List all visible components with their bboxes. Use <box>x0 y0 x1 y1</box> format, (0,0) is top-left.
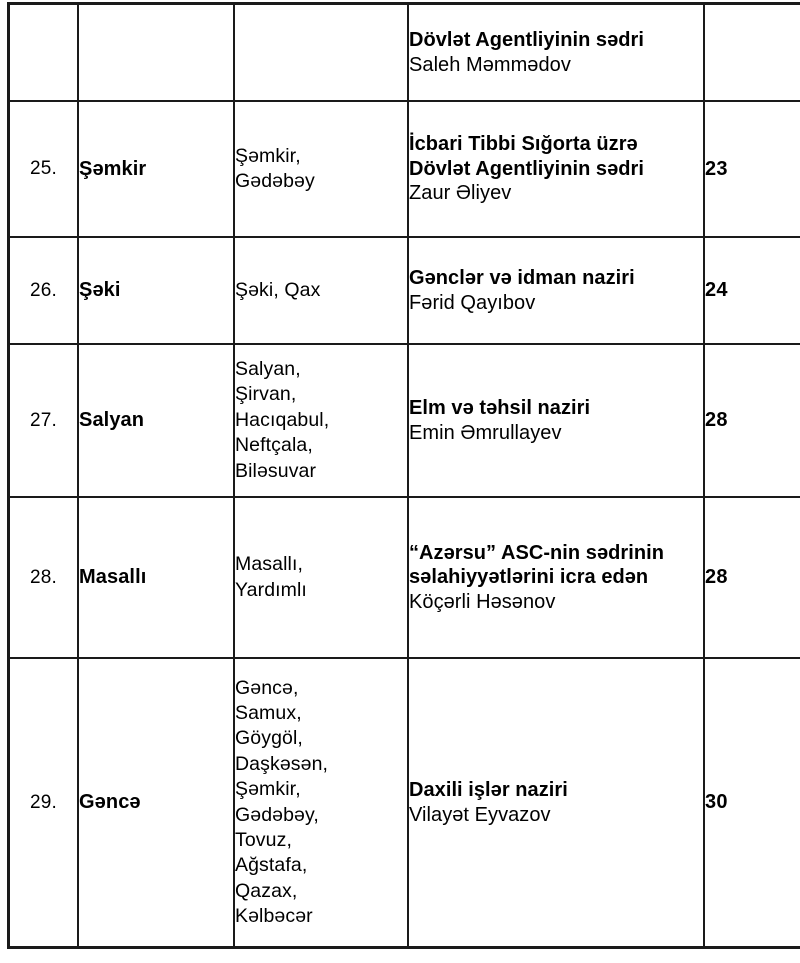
constituency-name-cell: Salyan <box>77 343 235 498</box>
table-row: 29. Gəncə Gəncə, Samux, Göygöl, Daşkəsən, Şə… <box>8 657 800 948</box>
row-number-cell: 29. <box>8 657 79 948</box>
row-number-cell: 25. <box>8 100 79 238</box>
constituency-name: Şəki <box>79 279 121 301</box>
candidate-cell: Elm və təhsil naziri Emin Əmrullayev <box>407 343 705 498</box>
candidate-post: İcbari Tibbi Sığorta üzrə Dövlət Agentli… <box>409 133 644 180</box>
districts-list: Şəki, Qax <box>235 278 321 301</box>
table-container: Dövlət Agentliyinin sədri Saleh Məmmədov… <box>7 2 800 949</box>
table-row: 25. Şəmkir Şəmkir, Gədəbəy İcbari Tibbi S… <box>8 100 800 238</box>
number-value: 23 <box>705 157 728 180</box>
districts-table: Dövlət Agentliyinin sədri Saleh Məmmədov… <box>7 2 800 949</box>
number-value: 24 <box>705 279 728 301</box>
number-cell: 28 <box>703 343 800 498</box>
number-value: 28 <box>705 409 728 431</box>
candidate-cell: İcbari Tibbi Sığorta üzrə Dövlət Agentli… <box>407 100 705 238</box>
row-number-cell: 26. <box>8 236 79 345</box>
districts-list: Şəmkir, Gədəbəy <box>235 144 315 192</box>
number-value: 30 <box>705 791 728 813</box>
number-cell: 28 <box>703 496 800 659</box>
row-number: 26. <box>29 279 57 301</box>
districts-cell <box>233 3 409 102</box>
candidate-post: Daxili işlər naziri <box>409 779 568 802</box>
constituency-name: Salyan <box>79 409 145 431</box>
districts-cell: Şəki, Qax <box>233 236 409 345</box>
row-number-cell <box>8 3 79 102</box>
number-cell: 23 <box>703 100 800 238</box>
candidate-cell: Gənclər və idman naziri Fərid Qayıbov <box>407 236 705 345</box>
districts-cell: Şəmkir, Gədəbəy <box>233 100 409 238</box>
table-row: 27. Salyan Salyan, Şirvan, Hacıqabul, Neftç… <box>8 343 800 498</box>
row-number: 27. <box>29 409 57 431</box>
number-cell: 30 <box>703 657 800 948</box>
constituency-name: Masallı <box>79 566 147 588</box>
constituency-name: Şəmkir <box>79 157 147 180</box>
number-cell <box>703 3 800 102</box>
constituency-name-cell: Gəncə <box>77 657 235 948</box>
row-number-cell: 27. <box>8 343 79 498</box>
candidate-name: Fərid Qayıbov <box>409 291 536 314</box>
candidate-cell: Daxili işlər naziri Vilayət Eyvazov <box>407 657 705 948</box>
districts-list: Salyan, Şirvan, Hacıqabul, Neftçala, Biləsuv… <box>235 358 330 482</box>
candidate-cell: Dövlət Agentliyinin sədri Saleh Məmmədov <box>407 3 705 102</box>
districts-cell: Salyan, Şirvan, Hacıqabul, Neftçala, Biləsuv… <box>233 343 409 498</box>
table-row: 26. Şəki Şəki, Qax Gənclər və idman nazi… <box>8 236 800 345</box>
districts-list: Masallı, Yardımlı <box>235 553 307 601</box>
candidate-name: Köçərli Həsənov <box>409 590 556 613</box>
candidate-post: Dövlət Agentliyinin sədri <box>409 29 644 52</box>
candidate-name: Vilayət Eyvazov <box>409 803 551 826</box>
candidate-post: Elm və təhsil naziri <box>409 397 591 420</box>
candidate-post: Gənclər və idman naziri <box>409 267 635 290</box>
districts-list: Gəncə, Samux, Göygöl, Daşkəsən, Şəmkir, Gədəb… <box>235 676 329 927</box>
constituency-name-cell <box>77 3 235 102</box>
number-cell: 24 <box>703 236 800 345</box>
candidate-name: Emin Əmrullayev <box>409 421 562 444</box>
candidate-name: Saleh Məmmədov <box>409 53 571 76</box>
districts-cell: Masallı, Yardımlı <box>233 496 409 659</box>
table-row: Dövlət Agentliyinin sədri Saleh Məmmədov <box>8 3 800 102</box>
constituency-name-cell: Masallı <box>77 496 235 659</box>
candidate-post: “Azərsu” ASC-nin sədrinin səlahiyyətləri… <box>409 541 664 589</box>
table-body: Dövlət Agentliyinin sədri Saleh Məmmədov… <box>8 3 800 948</box>
constituency-name-cell: Şəki <box>77 236 235 345</box>
table-row: 28. Masallı Masallı, Yardımlı “Azərsu” AS… <box>8 496 800 659</box>
candidate-cell: “Azərsu” ASC-nin sədrinin səlahiyyətləri… <box>407 496 705 659</box>
row-number: 28. <box>29 566 57 588</box>
row-number-cell: 28. <box>8 496 79 659</box>
districts-cell: Gəncə, Samux, Göygöl, Daşkəsən, Şəmkir, Gədəb… <box>233 657 409 948</box>
number-value: 28 <box>705 566 728 588</box>
constituency-name: Gəncə <box>79 791 141 813</box>
constituency-name-cell: Şəmkir <box>77 100 235 238</box>
candidate-name: Zaur Əliyev <box>409 182 512 205</box>
row-number: 25. <box>29 158 57 180</box>
row-number: 29. <box>29 791 57 813</box>
